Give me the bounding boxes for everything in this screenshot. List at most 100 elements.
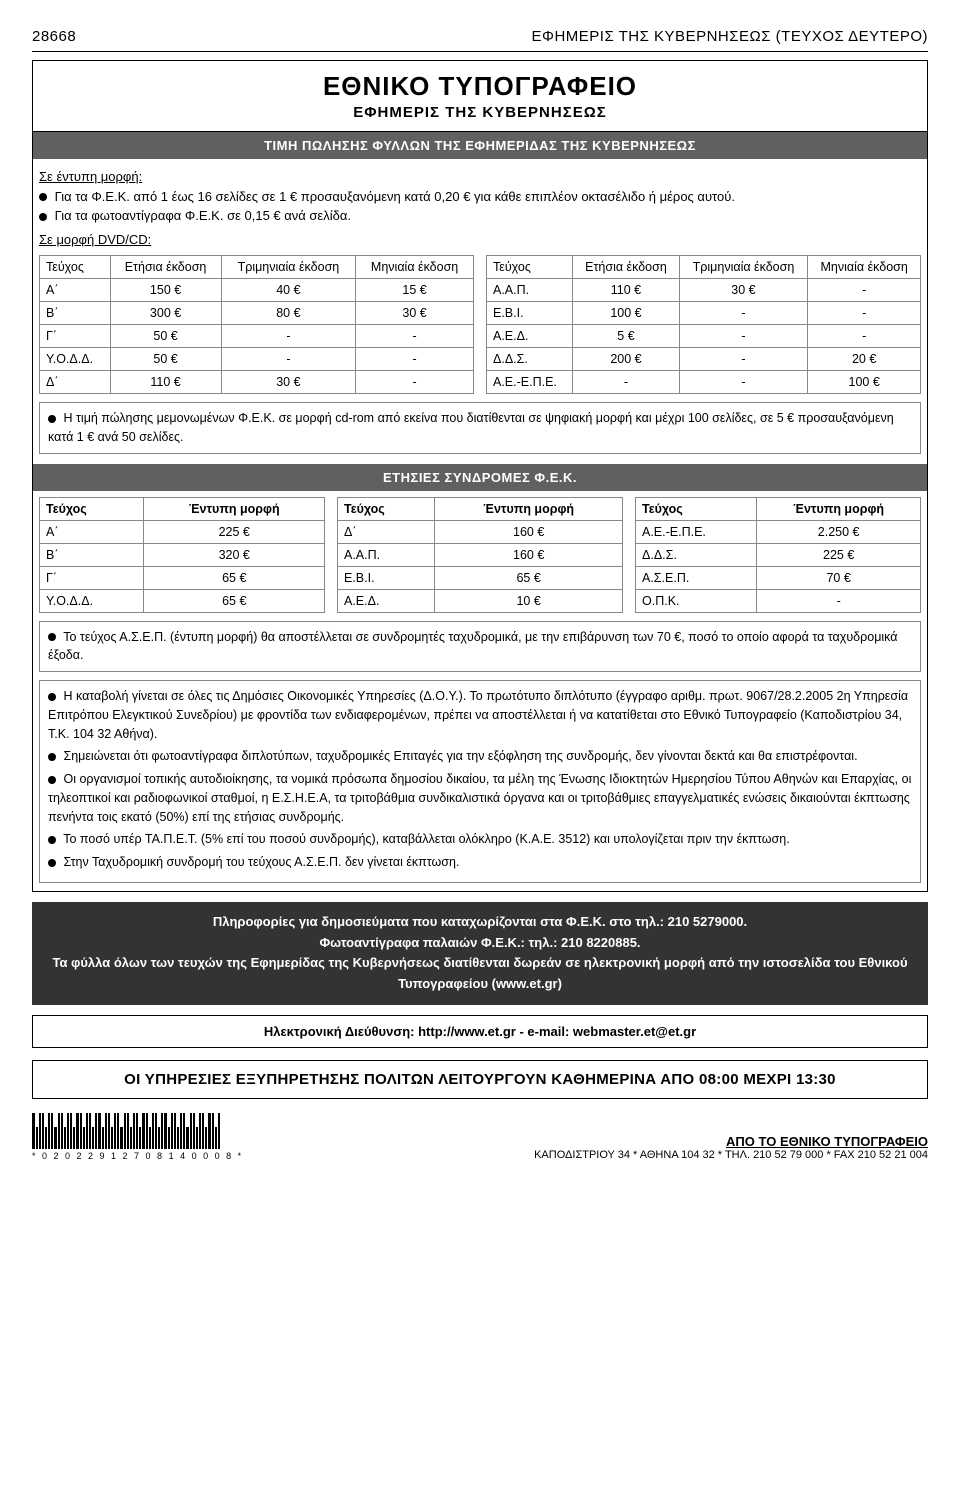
table-row: Γ΄50 €-- [40, 325, 474, 348]
info-line3: Τα φύλλα όλων των τευχών της Εφημερίδας … [46, 953, 914, 995]
table-cell: Δ΄ [40, 371, 111, 394]
table-row: Α΄150 €40 €15 € [40, 279, 474, 302]
table-cell: - [221, 325, 356, 348]
barcode-bars [32, 1113, 220, 1149]
table-cell: Γ΄ [40, 566, 144, 589]
table-cell: Β΄ [40, 543, 144, 566]
bullet-icon [48, 415, 56, 423]
terms-text: Η καταβολή γίνεται σε όλες τις Δημόσιες … [48, 689, 908, 741]
divider [32, 51, 928, 52]
terms-text: Σημειώνεται ότι φωτοαντίγραφα διπλοτύπων… [60, 749, 858, 763]
table-cell: Υ.Ο.Δ.Δ. [40, 589, 144, 612]
table-cell: 100 € [573, 302, 679, 325]
table-cell: Α΄ [40, 520, 144, 543]
table-cell: 110 € [573, 279, 679, 302]
subs-table-1: ΤεύχοςΈντυπη μορφή Α΄225 €Β΄320 €Γ΄65 €Υ… [39, 497, 325, 613]
table-cell: - [808, 325, 921, 348]
table-row: Α.Α.Π.160 € [338, 543, 623, 566]
table-cell: 50 € [110, 348, 221, 371]
th: Τριμηνιαία έκδοση [221, 256, 356, 279]
table-row: Ε.Β.Ι.100 €-- [487, 302, 921, 325]
table-cell: Α.Ε.-Ε.Π.Ε. [487, 371, 573, 394]
th: Μηνιαία έκδοση [808, 256, 921, 279]
dvd-note: Η τιμή πώλησης μεμονωμένων Φ.Ε.Κ. σε μορ… [39, 402, 921, 454]
table-row: Δ.Δ.Σ.200 €-20 € [487, 348, 921, 371]
th: Τεύχος [487, 256, 573, 279]
table-cell: Α.Α.Π. [487, 279, 573, 302]
table-cell: Δ.Δ.Σ. [487, 348, 573, 371]
table-cell: Β΄ [40, 302, 111, 325]
table-cell: 225 € [144, 520, 325, 543]
table-cell: 160 € [435, 543, 623, 566]
table-header-row: Τεύχος Ετήσια έκδοση Τριμηνιαία έκδοση Μ… [40, 256, 474, 279]
intro-block: Σε έντυπη μορφή: Για τα Φ.Ε.Κ. από 1 έως… [33, 159, 927, 251]
subs-table-3: ΤεύχοςΈντυπη μορφή Α.Ε.-Ε.Π.Ε.2.250 €Δ.Δ… [635, 497, 921, 613]
table-cell: - [679, 302, 808, 325]
terms-text: Οι οργανισμοί τοπικής αυτοδιοίκησης, τα … [48, 772, 911, 824]
table-row: Ο.Π.Κ.- [636, 589, 921, 612]
table-cell: Ο.Π.Κ. [636, 589, 757, 612]
table-cell: 160 € [435, 520, 623, 543]
table-cell: Α.Σ.Ε.Π. [636, 566, 757, 589]
table-row: Δ.Δ.Σ.225 € [636, 543, 921, 566]
subs-tables-row: ΤεύχοςΈντυπη μορφή Α΄225 €Β΄320 €Γ΄65 €Υ… [33, 491, 927, 613]
info-line1: Πληροφορίες για δημοσιεύματα που καταχωρ… [46, 912, 914, 933]
table-cell: - [808, 302, 921, 325]
table-cell: - [679, 371, 808, 394]
terms-item: Η καταβολή γίνεται σε όλες τις Δημόσιες … [48, 687, 912, 743]
table-cell: 2.250 € [757, 520, 921, 543]
table-cell: 80 € [221, 302, 356, 325]
table-row: Υ.Ο.Δ.Δ.50 €-- [40, 348, 474, 371]
table-cell: 100 € [808, 371, 921, 394]
th: Ετήσια έκδοση [110, 256, 221, 279]
th: Έντυπη μορφή [144, 497, 325, 520]
subscriptions-bar: ΕΤΗΣΙΕΣ ΣΥΝΔΡΟΜΕΣ Φ.Ε.Κ. [33, 464, 927, 491]
title-box: ΕΘΝΙΚΟ ΤΥΠΟΓΡΑΦΕΙΟ ΕΦΗΜΕΡΙΣ ΤΗΣ ΚΥΒΕΡΝΗΣ… [32, 60, 928, 892]
footer-source: ΑΠΟ ΤΟ ΕΘΝΙΚΟ ΤΥΠΟΓΡΑΦΕΙΟ [534, 1134, 928, 1149]
table-cell: 70 € [757, 566, 921, 589]
dvd-tables-row: Τεύχος Ετήσια έκδοση Τριμηνιαία έκδοση Μ… [33, 251, 927, 394]
table-cell: 320 € [144, 543, 325, 566]
table-cell: Ε.Β.Ι. [487, 302, 573, 325]
th: Έντυπη μορφή [435, 497, 623, 520]
subs-table-2: ΤεύχοςΈντυπη μορφή Δ΄160 €Α.Α.Π.160 €Ε.Β… [337, 497, 623, 613]
table-cell: Γ΄ [40, 325, 111, 348]
table-cell: 200 € [573, 348, 679, 371]
table-row: Δ΄110 €30 €- [40, 371, 474, 394]
table-header-row: Τεύχος Ετήσια έκδοση Τριμηνιαία έκδοση Μ… [487, 256, 921, 279]
sale-price-bar: ΤΙΜΗ ΠΩΛΗΣΗΣ ΦΥΛΛΩΝ ΤΗΣ ΕΦΗΜΕΡΙΔΑΣ ΤΗΣ Κ… [33, 132, 927, 159]
th: Τεύχος [338, 497, 435, 520]
bullet-icon [39, 213, 47, 221]
info-bar: Πληροφορίες για δημοσιεύματα που καταχωρ… [32, 902, 928, 1005]
table-cell: 110 € [110, 371, 221, 394]
terms-text: Στην Ταχυδρομική συνδρομή του τεύχους Α.… [60, 855, 459, 869]
terms-text: Το ποσό υπέρ ΤΑ.Π.Ε.Τ. (5% επί του ποσού… [60, 832, 790, 846]
table-cell: 300 € [110, 302, 221, 325]
bullet-icon [39, 193, 47, 201]
page-header: 28668 ΕΦΗΜΕΡΙΣ ΤΗΣ ΚΥΒΕΡΝΗΣΕΩΣ (ΤΕΥΧΟΣ Δ… [32, 28, 928, 45]
table-row: Γ΄65 € [40, 566, 325, 589]
table-cell: Α.Α.Π. [338, 543, 435, 566]
table-row: Β΄300 €80 €30 € [40, 302, 474, 325]
table-cell: 5 € [573, 325, 679, 348]
main-title: ΕΘΝΙΚΟ ΤΥΠΟΓΡΑΦΕΙΟ [33, 61, 927, 104]
table-cell: 50 € [110, 325, 221, 348]
gazette-title: ΕΦΗΜΕΡΙΣ ΤΗΣ ΚΥΒΕΡΝΗΣΕΩΣ (ΤΕΥΧΟΣ ΔΕΥΤΕΡΟ… [531, 28, 928, 45]
bullet-icon [48, 633, 56, 641]
printed-form-label: Σε έντυπη μορφή: [39, 169, 142, 184]
table-row: Δ΄160 € [338, 520, 623, 543]
table-row: Α΄225 € [40, 520, 325, 543]
terms-item: Οι οργανισμοί τοπικής αυτοδιοίκησης, τα … [48, 770, 912, 826]
terms-item: Το ποσό υπέρ ΤΑ.Π.Ε.Τ. (5% επί του ποσού… [48, 830, 912, 849]
terms-block: Η καταβολή γίνεται σε όλες τις Δημόσιες … [39, 680, 921, 883]
table-cell: - [573, 371, 679, 394]
terms-item: Στην Ταχυδρομική συνδρομή του τεύχους Α.… [48, 853, 912, 872]
table-row: Α.Ε.Δ.10 € [338, 589, 623, 612]
table-cell: Ε.Β.Ι. [338, 566, 435, 589]
table-cell: Υ.Ο.Δ.Δ. [40, 348, 111, 371]
terms-item: Σημειώνεται ότι φωτοαντίγραφα διπλοτύπων… [48, 747, 912, 766]
subs-note-text: Το τεύχος Α.Σ.Ε.Π. (έντυπη μορφή) θα απο… [48, 630, 898, 663]
dvd-table-left: Τεύχος Ετήσια έκδοση Τριμηνιαία έκδοση Μ… [39, 255, 474, 394]
page-number: 28668 [32, 28, 76, 45]
table-cell: - [757, 589, 921, 612]
